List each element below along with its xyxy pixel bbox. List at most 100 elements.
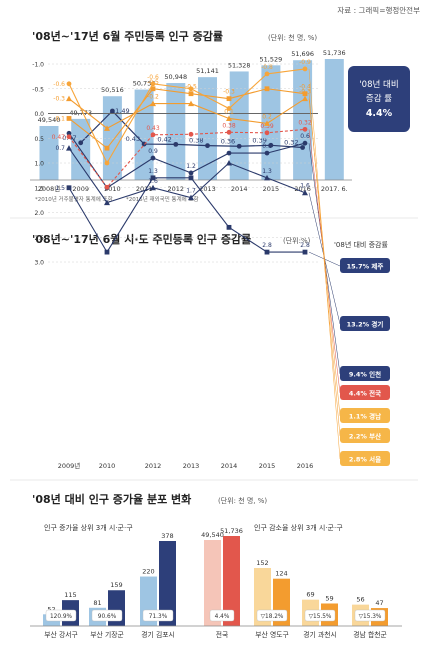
series-point xyxy=(264,71,270,77)
legend-label-인천: 9.4% 인천 xyxy=(349,370,381,379)
legend-label-제주: 15.7% 제주 xyxy=(347,262,384,271)
region-label: 부산 영도구 xyxy=(255,630,288,639)
series-value-label: 0.8 xyxy=(262,143,272,150)
series-value-label: 1.3 xyxy=(262,168,272,175)
chart3: '08년 대비 인구 증가율 분포 변화 (단위: 천 명, %) 인구 증가율… xyxy=(30,492,402,639)
series-point xyxy=(104,145,110,151)
rate-badge-label: ▽18.2% xyxy=(261,614,284,620)
series-point xyxy=(150,100,156,107)
chart1-x-tick-label: 2014 xyxy=(231,185,248,193)
bar-2017-label: 115 xyxy=(64,591,76,599)
bar-2008-label: 49,540 xyxy=(201,531,224,539)
population-bar-label: 51,328 xyxy=(228,61,251,69)
series-value-label: 1.6 xyxy=(300,183,310,190)
bar-2017-label: 47 xyxy=(375,599,383,607)
series-point xyxy=(66,116,72,121)
series-value-label: 0.1 xyxy=(55,115,65,122)
series-point xyxy=(150,184,156,191)
legend-box-경남 xyxy=(340,408,390,423)
series-point xyxy=(66,95,72,102)
population-bar xyxy=(166,83,186,180)
series-point xyxy=(302,91,308,97)
chart1-x-tick-label: 2016 xyxy=(294,185,311,193)
legend-box-인천 xyxy=(340,366,390,381)
series-value-label: 0.39 xyxy=(260,123,274,130)
rate-point xyxy=(300,145,305,150)
chart2-x-tick-label: 2010 xyxy=(99,462,116,470)
rate-badge-label: 4.4% xyxy=(215,614,230,620)
series-point xyxy=(302,249,308,255)
series-value-label: -0.4 xyxy=(299,84,311,91)
bar-2017-label: 59 xyxy=(325,594,333,602)
series-point xyxy=(66,185,72,191)
chart1-x-tick-label: 2012 xyxy=(168,185,185,193)
chart3-decrease-heading: 인구 감소율 상위 3개 시·군·구 xyxy=(254,523,343,532)
population-bar xyxy=(198,77,217,180)
legend-box-경기 xyxy=(340,316,390,331)
series-value-label: -0.2 xyxy=(147,94,159,101)
series-point xyxy=(150,81,156,87)
series-point xyxy=(188,91,194,97)
rate-point xyxy=(268,142,274,148)
rate-point xyxy=(173,141,179,147)
region-label: 전국 xyxy=(216,630,229,639)
rate-badge-label: 90.6% xyxy=(98,614,117,620)
series-point xyxy=(66,145,72,151)
series-point xyxy=(104,199,110,206)
chart1-callout-box xyxy=(348,66,410,132)
series-value-label: 2.8 xyxy=(300,242,310,249)
series-value-label: -0.8 xyxy=(261,64,273,71)
chart2-x-tick-label: 2014 xyxy=(221,462,238,470)
region-label: 경남 합천군 xyxy=(353,630,386,639)
chart2-y-tick-label: 1.0 xyxy=(34,161,44,168)
bar-2008 xyxy=(204,540,221,626)
rate-badge-label: 71.3% xyxy=(149,614,168,620)
population-bar-label: 49,540 xyxy=(38,116,61,124)
rate-point-label: 0.38 xyxy=(189,137,203,145)
rate-badge xyxy=(354,609,386,622)
series-value-label: -0.6 xyxy=(147,74,159,81)
chart2-x-tick-label: 2013 xyxy=(183,462,200,470)
chart2: '08년~'17년 6월 시·도 주민등록 인구 증감률 (단위:%) '08년… xyxy=(32,59,390,470)
chart2-y-tick-label: 2.5 xyxy=(34,235,44,242)
series-value-label: 0.6 xyxy=(300,133,310,140)
series-point xyxy=(188,194,194,201)
series-value-label: 0.9 xyxy=(148,148,158,155)
bar-2017-label: 378 xyxy=(161,532,173,540)
chart3-increase-heading: 인구 증가율 상위 3개 시·군·구 xyxy=(44,523,133,532)
population-bar xyxy=(293,60,313,181)
series-point xyxy=(302,126,308,132)
chart1-unit-note: (단위: 천 명, %) xyxy=(268,33,317,42)
series-point xyxy=(226,224,232,230)
series-point xyxy=(264,130,270,136)
series-value-label: -0.6 xyxy=(53,81,65,88)
series-point xyxy=(302,140,308,146)
rate-badge-label: ▽15.5% xyxy=(309,614,332,620)
series-point xyxy=(226,106,232,111)
rate-badge xyxy=(304,609,336,622)
chart1-x-tick-label: 2009 xyxy=(72,185,89,193)
chart2-grid: 3.0 2.5 2.0 1.5 1.0 0.5 0.0 -0.5 -1.0 2009년 2010 20… xyxy=(32,62,318,470)
legend-box-서울 xyxy=(340,451,390,466)
chart2-x-tick-label: 2009년 xyxy=(58,461,81,470)
chart1-title: '08년~'17년 6월 주민등록 인구 증감률 xyxy=(32,29,223,43)
series-point xyxy=(150,86,156,92)
series-point xyxy=(104,125,110,131)
series-value-label: 1.6 xyxy=(148,178,158,185)
chart2-x-tick-label: 2012 xyxy=(145,462,162,470)
chart3-title: '08년 대비 인구 증가율 분포 변화 xyxy=(32,492,191,506)
legend-label-서울: 2.8% 서울 xyxy=(349,455,381,464)
rate-point-label: 0.32 xyxy=(284,139,298,147)
chart1-x-tick-label: 2011 xyxy=(136,185,153,193)
series-point xyxy=(150,132,156,138)
series-point xyxy=(226,115,232,121)
rate-point-label: 0.36 xyxy=(221,137,235,145)
rate-point xyxy=(78,140,84,146)
bar-2008-label: 52 xyxy=(47,605,55,613)
series-point xyxy=(188,170,194,176)
bar-2008-label: 220 xyxy=(142,568,154,576)
chart1-x-tick-label: 2008년 xyxy=(38,184,61,193)
rate-badge xyxy=(91,609,123,622)
series-value-label: 0.43 xyxy=(146,125,160,132)
chart1-x-tick-label: 2013 xyxy=(199,185,216,193)
